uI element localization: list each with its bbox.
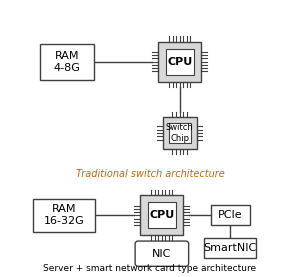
FancyBboxPatch shape: [33, 199, 95, 232]
Text: Switch
Chip: Switch Chip: [166, 123, 194, 143]
FancyBboxPatch shape: [140, 195, 183, 235]
FancyBboxPatch shape: [158, 42, 201, 82]
FancyBboxPatch shape: [135, 241, 189, 266]
FancyBboxPatch shape: [169, 123, 191, 143]
Text: Traditional switch architecture: Traditional switch architecture: [76, 169, 224, 179]
Text: PCIe: PCIe: [218, 210, 243, 220]
Text: RAM
4-8G: RAM 4-8G: [53, 51, 80, 73]
FancyBboxPatch shape: [204, 238, 256, 258]
Text: SmartNIC: SmartNIC: [204, 243, 257, 253]
FancyBboxPatch shape: [166, 49, 194, 75]
Text: RAM
16-32G: RAM 16-32G: [44, 204, 84, 226]
Text: Server + smart network card type architecture: Server + smart network card type archite…: [44, 264, 256, 273]
FancyBboxPatch shape: [148, 202, 176, 228]
Text: NIC: NIC: [152, 249, 172, 259]
FancyBboxPatch shape: [40, 44, 94, 79]
FancyBboxPatch shape: [163, 117, 197, 149]
Text: CPU: CPU: [149, 210, 175, 220]
FancyBboxPatch shape: [211, 206, 250, 225]
Text: CPU: CPU: [167, 57, 192, 67]
